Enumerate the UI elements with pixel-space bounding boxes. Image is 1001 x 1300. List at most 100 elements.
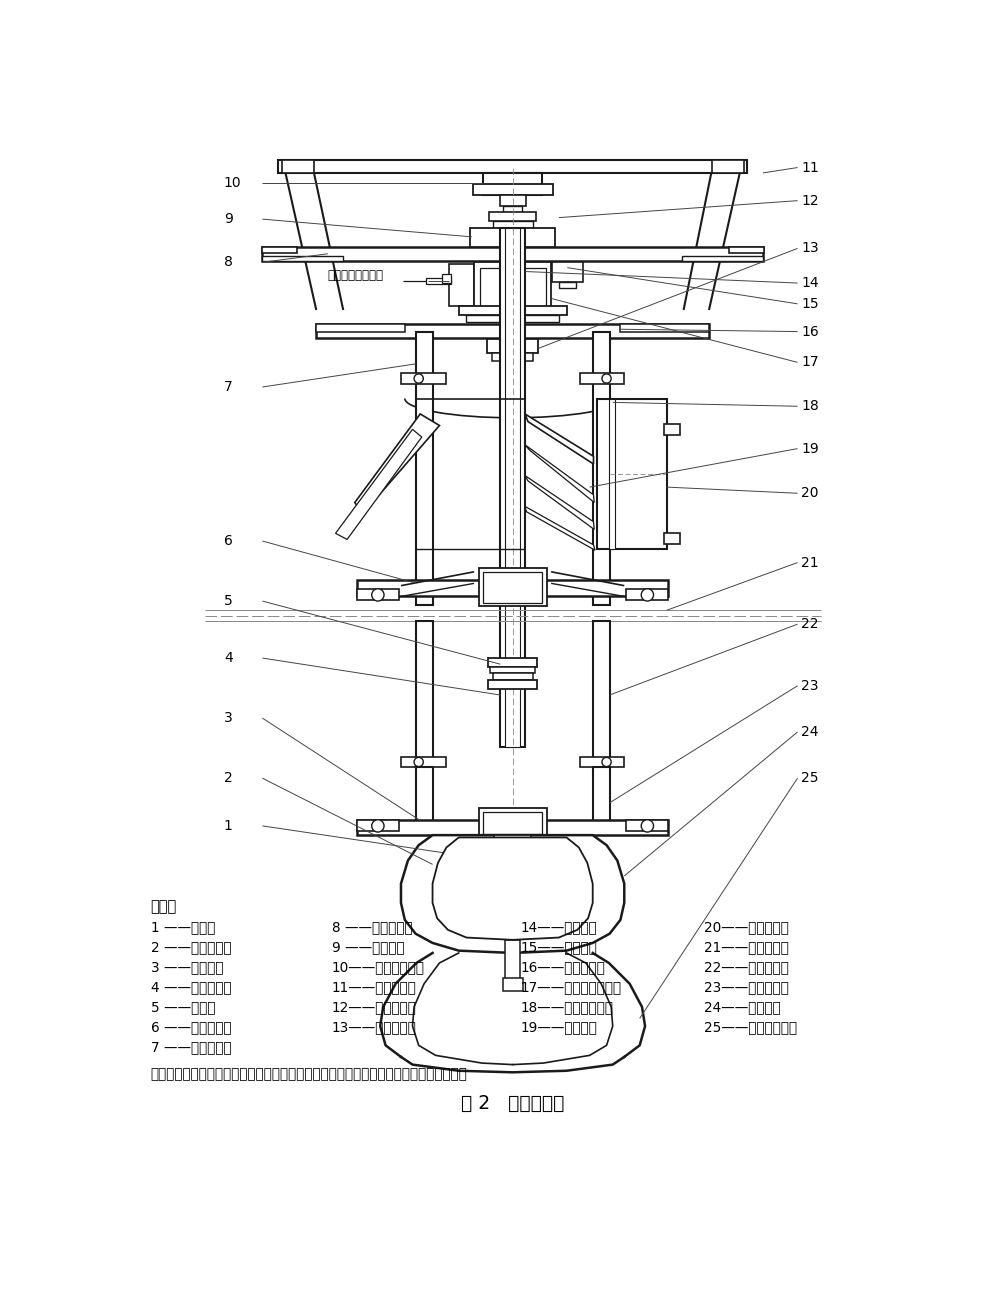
Text: 16——泵支撇板；: 16——泵支撇板； [521,959,606,974]
Text: 7 ——外接管上；: 7 ——外接管上； [151,1040,231,1054]
Text: 18: 18 [802,399,819,413]
Text: 图 2   结构示意图: 图 2 结构示意图 [460,1095,565,1113]
Text: 3 ——导叶体；: 3 ——导叶体； [151,959,223,974]
Text: 24——叶轮室；: 24——叶轮室； [704,1000,781,1014]
Text: 注：转子部件可抜出式、半开式单级混流叶轮、泵出口在安装基础之下、电机承受推力。: 注：转子部件可抜出式、半开式单级混流叶轮、泵出口在安装基础之下、电机承受推力。 [151,1067,467,1082]
Text: 17: 17 [802,355,819,369]
Bar [478,809,547,837]
Bar [357,580,669,597]
Bar [316,324,709,338]
Bar [494,835,532,852]
Text: 11: 11 [802,160,819,174]
Circle shape [414,374,423,384]
Circle shape [642,820,654,832]
Text: 15: 15 [802,296,819,311]
Bar [593,767,610,835]
Bar [479,268,546,307]
Text: 10——电机联轴器；: 10——电机联轴器； [331,959,424,974]
Text: 19: 19 [802,442,819,455]
Circle shape [371,589,384,601]
Polygon shape [354,413,439,514]
Bar [712,160,745,173]
Bar [472,183,553,195]
Bar [609,399,615,549]
Bar [401,373,445,384]
Text: 2 ——导轴承下；: 2 ——导轴承下； [151,940,231,954]
Text: 21——导轴承中；: 21——导轴承中； [704,940,789,954]
Circle shape [602,374,612,384]
Text: 21: 21 [802,555,819,569]
Text: 说明：: 说明： [151,900,177,914]
Text: 4: 4 [224,651,232,666]
Bar [262,247,763,261]
Text: 12: 12 [802,194,819,208]
Bar [281,160,314,173]
Bar [401,757,445,767]
Text: 25: 25 [802,771,819,785]
Text: 23: 23 [802,679,819,693]
Bar [504,205,522,212]
Bar [593,621,610,767]
Text: 5: 5 [224,594,232,608]
Bar [426,278,451,283]
Bar [626,589,669,601]
Text: 4 ——内接管下；: 4 ——内接管下； [151,980,231,993]
Text: 25——吸入喇叭口。: 25——吸入喇叭口。 [704,1020,797,1034]
Text: 3: 3 [224,711,232,725]
Text: 5 ——主轴下: 5 ——主轴下 [151,1000,215,1014]
Text: 19——导流片；: 19——导流片； [521,1020,598,1034]
Text: 6 ——轴承支架；: 6 ——轴承支架； [151,1020,231,1034]
Bar [483,572,542,603]
Text: 22——外接管中；: 22——外接管中； [704,959,789,974]
Bar [492,221,533,228]
Bar [357,589,399,601]
Text: 22: 22 [802,618,819,632]
Text: 2: 2 [224,771,232,785]
Text: 20: 20 [802,486,819,500]
Text: 16: 16 [802,325,819,338]
Bar [580,757,625,767]
Text: 1 ——叶轮；: 1 ——叶轮； [151,920,215,933]
Polygon shape [525,507,595,550]
Text: 8 ——安装垂板；: 8 ——安装垂板； [331,920,412,933]
Bar [665,533,680,545]
Text: 6: 6 [224,534,233,549]
Bar [505,227,521,748]
Bar [593,332,610,604]
Text: 7: 7 [224,380,232,394]
Text: 18——导流片接管；: 18——导流片接管； [521,1000,614,1014]
Bar [262,247,297,254]
Text: 13: 13 [802,242,819,255]
Bar [483,173,542,195]
Bar [483,812,542,833]
Bar [278,160,748,173]
Bar [598,399,667,549]
Bar [491,354,534,361]
Polygon shape [525,476,595,529]
Bar [357,820,399,831]
Bar [415,332,432,604]
Text: 导轴承润滑水进口: 导轴承润滑水进口 [328,269,383,282]
Bar [470,227,555,247]
Bar [503,979,523,991]
Bar [552,263,583,282]
Text: 8: 8 [224,255,233,269]
Bar [487,339,539,354]
Bar [665,424,680,434]
Bar [499,195,526,205]
Bar [478,568,547,606]
Bar [262,256,343,261]
Text: 17——填料函体部件；: 17——填料函体部件； [521,980,622,993]
Polygon shape [525,413,594,464]
Text: 12——调整螺母；: 12——调整螺母； [331,1000,416,1014]
Circle shape [642,589,654,601]
Text: 9 ——泵盖板；: 9 ——泵盖板； [331,940,404,954]
Bar [559,282,576,289]
Bar [449,264,474,306]
Bar [488,212,537,221]
Bar [316,324,404,332]
Bar [626,820,669,831]
Text: 11——电机支架；: 11——电机支架； [331,980,416,993]
Circle shape [414,758,423,767]
Bar [441,274,451,283]
